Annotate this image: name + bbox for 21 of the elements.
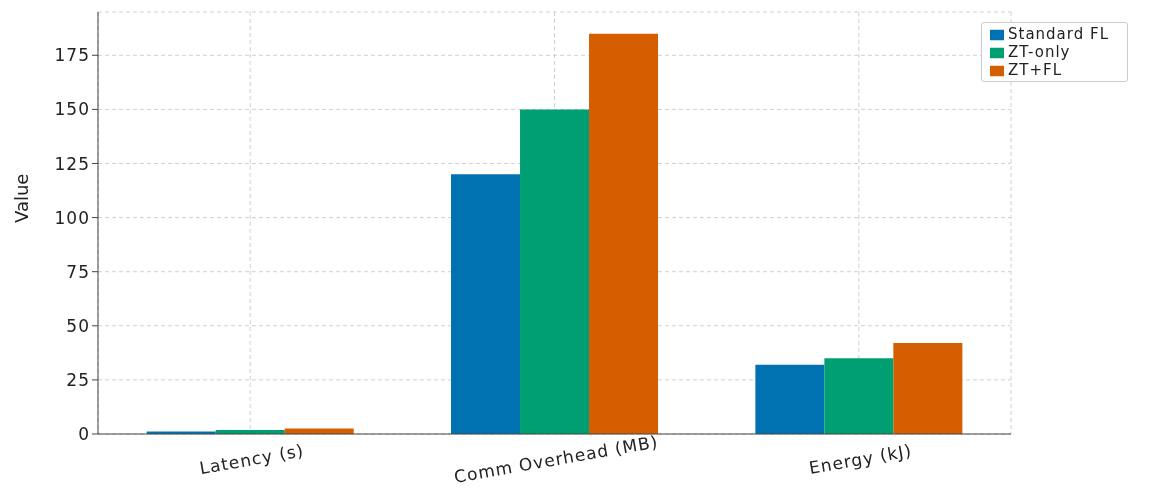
bar xyxy=(520,109,590,434)
y-tick-label: 75 xyxy=(66,261,90,282)
x-tick-label: Energy (kJ) xyxy=(807,440,914,479)
y-tick-label: 100 xyxy=(54,207,90,228)
bar xyxy=(893,343,963,434)
bar xyxy=(451,174,521,434)
y-tick-label: 150 xyxy=(54,99,90,120)
bar xyxy=(755,364,825,434)
y-tick-label: 0 xyxy=(78,424,90,445)
y-tick-label: 50 xyxy=(66,315,90,336)
y-tick-label: 175 xyxy=(54,45,90,66)
legend-label: Standard FL xyxy=(1008,25,1109,43)
y-axis-title: Value xyxy=(11,173,33,223)
legend-label: ZT+FL xyxy=(1008,61,1062,79)
bar xyxy=(589,33,659,434)
bar xyxy=(824,358,894,434)
x-tick-label: Comm Overhead (MB) xyxy=(452,431,660,487)
x-tick-label: Latency (s) xyxy=(197,440,306,479)
y-tick-label: 125 xyxy=(54,153,90,174)
legend-label: ZT-only xyxy=(1008,43,1071,61)
y-tick-label: 25 xyxy=(66,369,90,390)
